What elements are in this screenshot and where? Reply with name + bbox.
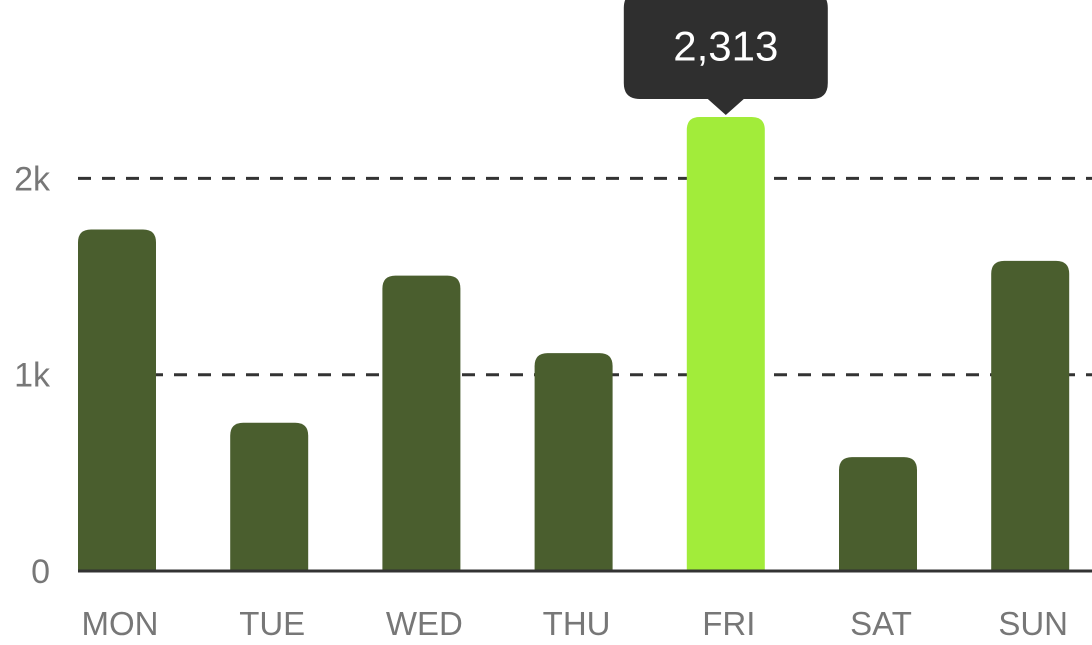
- y-tick-label: 0: [31, 553, 50, 591]
- x-tick-label: SUN: [998, 605, 1068, 642]
- tooltip-background: [623, 0, 828, 115]
- x-axis: MON TUE WED THU FRI SAT SUN: [82, 605, 1069, 642]
- bar-sat[interactable]: [839, 457, 917, 571]
- bar-wed[interactable]: [382, 275, 461, 571]
- tooltip-value: 2,313: [673, 22, 778, 69]
- bar-thu[interactable]: [534, 353, 613, 571]
- bar-sun[interactable]: [991, 260, 1070, 571]
- y-tick-label: 2k: [14, 160, 51, 198]
- value-tooltip: 2,313: [623, 0, 828, 115]
- bar-fri[interactable]: [686, 116, 765, 571]
- x-tick-label: MON: [82, 605, 159, 642]
- x-tick-label: WED: [386, 605, 463, 642]
- grid-lines: [78, 176, 1092, 377]
- y-tick-label: 1k: [14, 357, 51, 395]
- bar-tue[interactable]: [230, 422, 309, 571]
- bar-mon[interactable]: [78, 229, 156, 572]
- y-axis: 0 1k 2k 3k: [14, 0, 51, 591]
- bars: [78, 116, 1070, 572]
- x-tick-label: TUE: [239, 605, 305, 642]
- y-tick-label: 3k: [14, 0, 51, 2]
- x-tick-label: SAT: [850, 605, 912, 642]
- x-tick-label: FRI: [702, 605, 755, 642]
- x-tick-label: THU: [543, 605, 611, 642]
